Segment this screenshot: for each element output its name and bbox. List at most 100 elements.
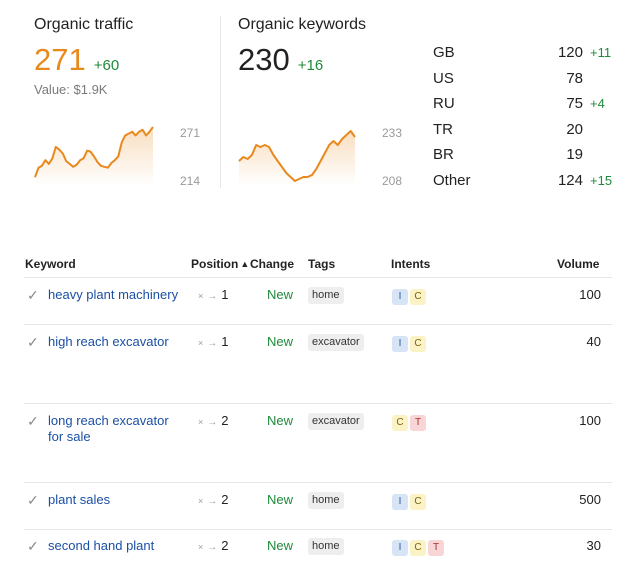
- organic-traffic-value-row: 271 +60: [34, 44, 119, 75]
- position-cell: × → 1: [198, 287, 229, 302]
- organic-traffic-value: 271: [34, 42, 86, 77]
- position-to: 1: [221, 334, 229, 349]
- position-from: ×: [198, 417, 204, 427]
- position-to: 2: [221, 492, 229, 507]
- position-cell: × → 2: [198, 413, 229, 428]
- country-row-ru[interactable]: RU 75 +4: [433, 95, 623, 121]
- intent-informational-badge: I: [392, 289, 408, 305]
- keyword-link[interactable]: second hand plant: [48, 538, 155, 553]
- country-row-br[interactable]: BR 19: [433, 146, 623, 172]
- country-delta: +15: [590, 172, 613, 188]
- table-row[interactable]: ✓ long reach excavator for sale × → 2 New …: [0, 404, 640, 482]
- country-row-gb[interactable]: GB 120 +11: [433, 44, 623, 70]
- tag-badge[interactable]: home: [308, 538, 344, 555]
- organic-traffic-value-money: Value: $1.9K: [34, 82, 108, 97]
- sparkline-line: [238, 130, 356, 182]
- organic-keywords-title: Organic keywords: [238, 16, 367, 33]
- col-header-tags[interactable]: Tags: [308, 257, 336, 271]
- country-value: 20: [566, 120, 583, 138]
- table-row[interactable]: ✓ high reach excavator × → 1 New excavator…: [0, 325, 640, 403]
- country-code: GB: [433, 44, 455, 61]
- traffic-axis-max: 271: [180, 126, 201, 140]
- change-cell: New: [267, 413, 294, 428]
- intent-commercial-badge: C: [410, 336, 426, 352]
- change-cell: New: [267, 492, 294, 507]
- organic-keywords-sparkline[interactable]: [238, 128, 356, 186]
- country-value: 124: [557, 171, 583, 189]
- change-cell: New: [267, 287, 294, 302]
- keyword-link[interactable]: heavy plant machinery: [48, 287, 179, 302]
- volume-cell: 100: [579, 413, 601, 428]
- arrow-right-icon: →: [207, 338, 218, 349]
- keywords-axis-max: 233: [382, 126, 403, 140]
- tag-badge[interactable]: home: [308, 492, 344, 509]
- row-divider: [24, 482, 612, 483]
- organic-traffic-sparkline[interactable]: [34, 124, 154, 186]
- country-row-other[interactable]: Other 124 +15: [433, 172, 623, 198]
- keyword-link[interactable]: high reach excavator: [48, 334, 169, 349]
- check-icon: ✓: [27, 538, 39, 554]
- country-code: Other: [433, 171, 471, 189]
- volume-cell: 40: [586, 334, 601, 349]
- change-cell: New: [267, 538, 294, 553]
- col-header-position[interactable]: Position ▲: [191, 257, 249, 271]
- col-header-keyword[interactable]: Keyword: [25, 257, 76, 271]
- col-header-change[interactable]: Change: [250, 257, 295, 271]
- sparkline-area: [239, 131, 355, 186]
- intent-transactional-badge: T: [428, 540, 444, 556]
- country-value: 78: [566, 69, 583, 87]
- check-icon: ✓: [27, 413, 39, 429]
- sparkline-line: [34, 126, 154, 178]
- arrow-right-icon: →: [207, 417, 218, 428]
- position-cell: × → 2: [198, 538, 229, 553]
- col-header-volume[interactable]: Volume: [557, 257, 600, 271]
- position-to: 2: [221, 538, 229, 553]
- metrics-divider: [220, 16, 221, 188]
- country-row-tr[interactable]: TR 20: [433, 121, 623, 147]
- intent-commercial-badge: C: [392, 415, 408, 431]
- col-header-position-label: Position: [191, 257, 239, 271]
- position-to: 1: [221, 287, 229, 302]
- country-value: 19: [566, 146, 583, 164]
- position-cell: × → 1: [198, 334, 229, 349]
- tag-badge[interactable]: excavator: [308, 413, 364, 430]
- country-delta: +4: [590, 96, 605, 112]
- traffic-axis-min: 214: [180, 174, 201, 188]
- position-cell: × → 2: [198, 492, 229, 507]
- organic-traffic-delta: +60: [93, 57, 120, 74]
- arrow-right-icon: →: [207, 496, 218, 507]
- organic-keywords-value-row: 230 +16: [238, 44, 323, 75]
- organic-traffic-title: Organic traffic: [34, 16, 134, 33]
- organic-keywords-delta: +16: [297, 57, 324, 74]
- tag-badge[interactable]: home: [308, 287, 344, 304]
- change-cell: New: [267, 334, 294, 349]
- position-from: ×: [198, 542, 204, 552]
- keyword-link[interactable]: plant sales: [48, 492, 111, 507]
- country-value: 75: [566, 95, 583, 113]
- country-delta: +11: [590, 45, 612, 60]
- arrow-right-icon: →: [207, 291, 218, 302]
- intent-commercial-badge: C: [410, 540, 426, 556]
- country-row-us[interactable]: US 78: [433, 70, 623, 96]
- volume-cell: 100: [579, 287, 601, 302]
- keyword-link[interactable]: long reach excavator for sale: [48, 413, 169, 444]
- country-code: BR: [433, 146, 454, 164]
- sort-ascending-icon: ▲: [240, 259, 250, 269]
- intent-informational-badge: I: [392, 336, 408, 352]
- row-divider: [24, 324, 612, 325]
- tag-badge[interactable]: excavator: [308, 334, 364, 351]
- country-code: RU: [433, 95, 455, 113]
- keywords-axis-min: 208: [382, 174, 403, 188]
- intent-informational-badge: I: [392, 494, 408, 510]
- position-from: ×: [198, 338, 204, 348]
- intent-transactional-badge: T: [410, 415, 426, 431]
- col-header-intents[interactable]: Intents: [391, 257, 431, 271]
